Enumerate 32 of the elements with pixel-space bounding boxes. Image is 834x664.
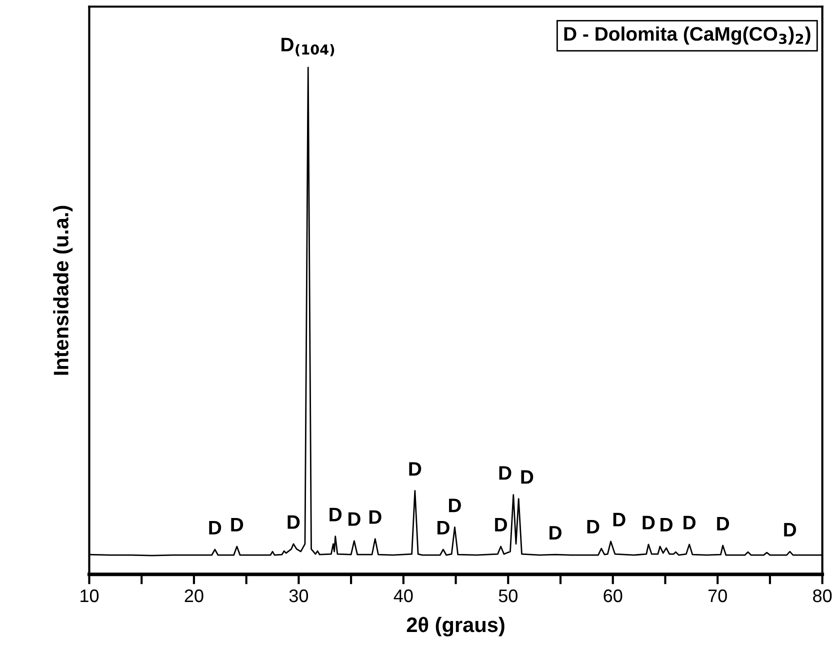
- y-axis-title: Intensidade (u.a.): [53, 206, 73, 375]
- x-tick-label: 60: [604, 589, 622, 602]
- x-axis-title: 2θ (graus): [406, 616, 504, 636]
- annotation: D: [495, 518, 508, 532]
- x-tick-label: 70: [708, 589, 727, 602]
- annotation: D: [369, 510, 382, 524]
- annotation: D: [409, 462, 422, 476]
- x-tick-label: 50: [498, 589, 518, 602]
- annotation: D: [288, 515, 300, 529]
- annotation: D: [642, 516, 655, 530]
- annotation: D: [587, 520, 600, 534]
- annotation: D: [209, 521, 222, 534]
- annotation: D: [717, 516, 730, 530]
- x-tick-label: 20: [184, 589, 204, 602]
- annotation: D: [613, 512, 626, 526]
- annotation: D: [231, 518, 244, 532]
- x-tick-label: 40: [394, 589, 413, 602]
- text: D - Dolomita (CaMg(CO$_{3}$)$_{2}$): [564, 26, 810, 45]
- annotation: D: [521, 470, 534, 484]
- x-tick-label: 10: [80, 589, 99, 602]
- annotation: D: [449, 498, 461, 512]
- annotation: D: [348, 512, 360, 526]
- annotation: D: [784, 523, 796, 536]
- annotation: D: [660, 518, 672, 532]
- annotation: D: [684, 516, 696, 530]
- x-tick-label: 80: [813, 589, 832, 602]
- annotation: D: [499, 466, 512, 480]
- annotation: D$_{(104)}$: [282, 38, 334, 56]
- annotation: D: [437, 521, 450, 534]
- annotation: D: [550, 526, 562, 540]
- x-tick-label: 30: [289, 589, 308, 602]
- annotation: D: [330, 508, 342, 522]
